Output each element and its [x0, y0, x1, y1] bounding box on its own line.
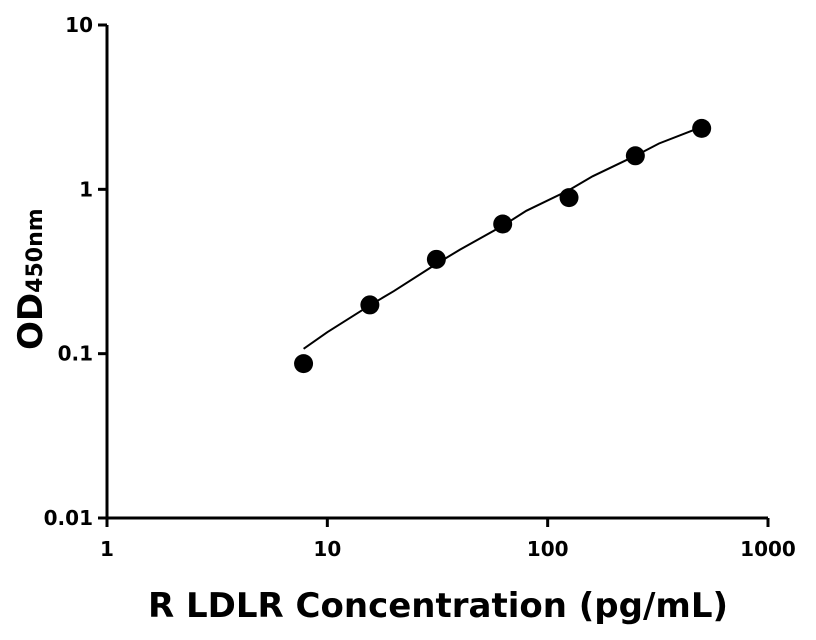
- y-tick-label: 0.01: [44, 506, 93, 530]
- y-axis-title-sub: 450nm: [23, 208, 48, 293]
- axes: [105, 25, 768, 520]
- x-tick-label: 1000: [740, 537, 796, 561]
- y-tick-label: 10: [65, 13, 93, 37]
- data-point: [294, 354, 314, 374]
- data-point: [625, 146, 645, 166]
- svg-text:OD450nm: OD450nm: [11, 208, 51, 350]
- y-axis-title: OD450nm: [11, 208, 51, 350]
- y-tick-label: 1: [79, 177, 93, 201]
- data-point: [426, 249, 446, 269]
- data-point: [493, 214, 513, 234]
- data-points: [294, 118, 712, 374]
- y-axis-title-main: OD: [11, 293, 51, 350]
- data-point: [360, 295, 380, 315]
- x-axis-title: R LDLR Concentration (pg/mL): [148, 586, 728, 626]
- y-tick-label: 0.1: [58, 342, 93, 366]
- data-point: [692, 118, 712, 138]
- tick-group: 1 10 100 1000 0.01 0.1 1 10: [44, 13, 796, 561]
- x-tick-label: 10: [313, 537, 341, 561]
- x-tick-label: 1: [100, 537, 114, 561]
- x-tick-label: 100: [527, 537, 569, 561]
- data-point: [559, 188, 579, 208]
